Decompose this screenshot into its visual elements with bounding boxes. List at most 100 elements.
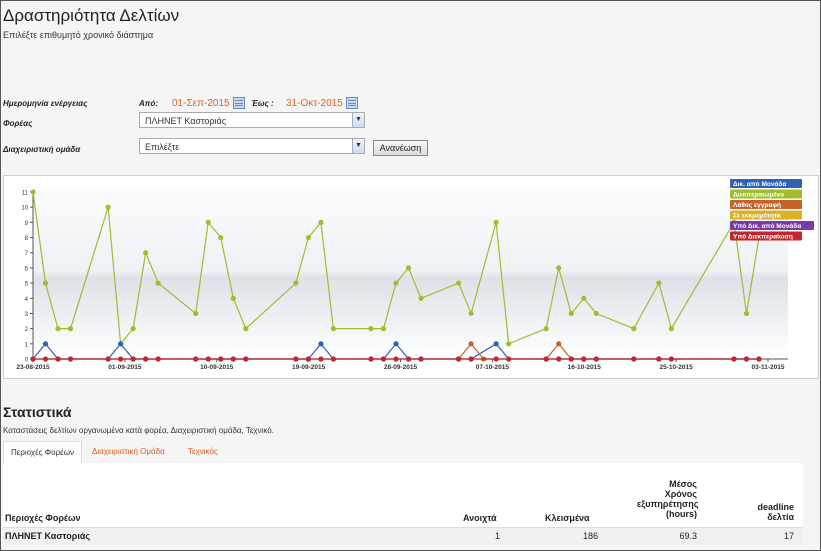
activity-chart: 0 1 2 3 4 5 6 7 8 9 10 11 23-08-2015 01-09-2015 10-09-… xyxy=(3,175,819,379)
tab-management-group[interactable]: Διαχειριστική Ομάδα xyxy=(92,447,165,456)
y-tick-label: 0 xyxy=(25,358,29,364)
stats-table: Περιοχές Φορέων Ανοιχτά Κλεισμένα Μέσος … xyxy=(3,463,803,545)
to-label: Έως : xyxy=(251,99,274,108)
y-tick-label: 5 xyxy=(25,282,29,288)
data-point xyxy=(130,326,136,332)
x-tick-label: 07-10-2015 xyxy=(476,364,510,371)
y-tick-label: 4 xyxy=(25,297,29,303)
data-point xyxy=(42,280,49,286)
tab-technician[interactable]: Τεχνικός xyxy=(188,447,218,456)
agency-select[interactable]: ΠΛΗΝΕΤ Καστοριάς ▼ xyxy=(139,112,365,128)
data-point xyxy=(305,234,311,241)
data-point xyxy=(581,295,587,301)
chevron-down-icon: ▼ xyxy=(352,139,364,153)
data-point xyxy=(405,356,412,362)
data-point xyxy=(656,356,662,362)
data-point xyxy=(30,189,36,195)
data-point xyxy=(205,219,211,225)
group-select[interactable]: Επιλέξτε ▼ xyxy=(139,138,365,154)
y-tick-label: 1 xyxy=(25,342,29,348)
legend-swatch xyxy=(730,189,802,199)
data-point xyxy=(42,341,49,347)
data-point xyxy=(380,356,387,362)
y-tick-label: 9 xyxy=(25,221,29,227)
data-point xyxy=(506,356,512,362)
data-point xyxy=(493,219,499,225)
data-point xyxy=(318,356,324,362)
col-header-deadline: deadline δελτία xyxy=(733,502,794,522)
series-line xyxy=(32,191,760,346)
data-point xyxy=(493,356,499,362)
data-point xyxy=(368,356,374,362)
data-point xyxy=(593,356,599,362)
data-point xyxy=(743,356,750,362)
y-tick-label: 2 xyxy=(25,327,29,333)
cell-closed: 186 xyxy=(582,531,598,541)
x-tick-label: 01-09-2015 xyxy=(108,364,142,371)
legend-label: Υπό Δικ. από Μονάδα xyxy=(733,223,801,230)
tab-areas[interactable]: Περιοχές Φορέων xyxy=(3,441,82,463)
stats-title: Στατιστικά xyxy=(3,404,72,420)
col-header-avg-time: Μέσος Χρόνος εξυπηρέτησης (hours) xyxy=(637,479,698,519)
data-point xyxy=(468,356,474,362)
group-label: Διαχειριστική ομάδα xyxy=(3,145,81,154)
legend-swatch xyxy=(730,231,802,241)
from-date-input[interactable]: 01-Σεπ-2015 xyxy=(172,98,230,109)
legend-swatch xyxy=(730,210,802,220)
date-label: Ημερομηνία ενέργειας xyxy=(3,99,88,108)
data-point xyxy=(105,204,111,210)
data-point xyxy=(205,356,211,362)
data-point xyxy=(731,356,737,362)
col-header-area: Περιοχές Φορέων xyxy=(5,513,81,523)
legend-swatch xyxy=(730,221,814,230)
page-subtitle: Επιλέξτε επιθυμητό χρονικό διάστημα xyxy=(3,30,154,40)
data-point xyxy=(568,310,574,317)
data-point xyxy=(330,356,337,362)
data-point xyxy=(318,219,324,225)
data-point xyxy=(556,341,562,347)
data-point xyxy=(405,265,412,271)
col-header-deadline-line: deadline xyxy=(757,502,794,512)
data-point xyxy=(67,356,74,362)
group-select-value: Επιλέξτε xyxy=(145,142,180,152)
data-point xyxy=(155,356,161,362)
x-tick-label: 28-09-2015 xyxy=(384,364,418,371)
data-point xyxy=(143,250,149,256)
x-tick-label: 23-08-2015 xyxy=(16,364,50,371)
data-point xyxy=(393,341,399,347)
legend-label: Δικ. από Μονάδα xyxy=(733,181,786,188)
data-point xyxy=(293,280,299,286)
cell-area: ΠΛΗΝΕΤ Καστοριάς xyxy=(5,531,91,541)
data-point xyxy=(318,341,324,347)
data-point xyxy=(468,341,474,347)
data-point xyxy=(568,356,574,362)
data-point xyxy=(593,310,599,317)
y-tick-label: 6 xyxy=(25,266,29,272)
data-point xyxy=(218,356,224,362)
data-point xyxy=(230,295,236,301)
refresh-button[interactable]: Ανανέωση xyxy=(373,140,428,156)
data-point xyxy=(631,326,637,332)
plot-area xyxy=(33,190,788,359)
legend-swatch xyxy=(730,200,802,209)
data-point xyxy=(393,356,399,362)
data-point xyxy=(67,326,74,332)
table-row: ΠΛΗΝΕΤ Καστοριάς 1 186 69.3 17 xyxy=(3,527,803,545)
data-point xyxy=(130,356,136,362)
agency-label: Φορέας xyxy=(3,119,33,128)
data-point xyxy=(293,356,299,362)
data-point xyxy=(55,356,61,362)
data-point xyxy=(543,356,549,362)
to-date-input[interactable]: 31-Οκτ-2015 xyxy=(286,98,343,109)
y-tick-label: 11 xyxy=(22,191,29,197)
x-tick-label: 10-09-2015 xyxy=(200,364,234,371)
col-header-avg-time-line: Χρόνος xyxy=(664,489,697,499)
col-header-deadline-line: δελτία xyxy=(767,512,794,522)
data-point xyxy=(393,280,399,286)
data-point xyxy=(118,356,124,362)
chevron-down-icon: ▼ xyxy=(352,113,364,127)
to-calendar-icon[interactable] xyxy=(346,97,358,109)
y-tick-label: 7 xyxy=(25,251,29,257)
from-calendar-icon[interactable] xyxy=(233,97,245,109)
legend-swatch xyxy=(730,179,802,188)
